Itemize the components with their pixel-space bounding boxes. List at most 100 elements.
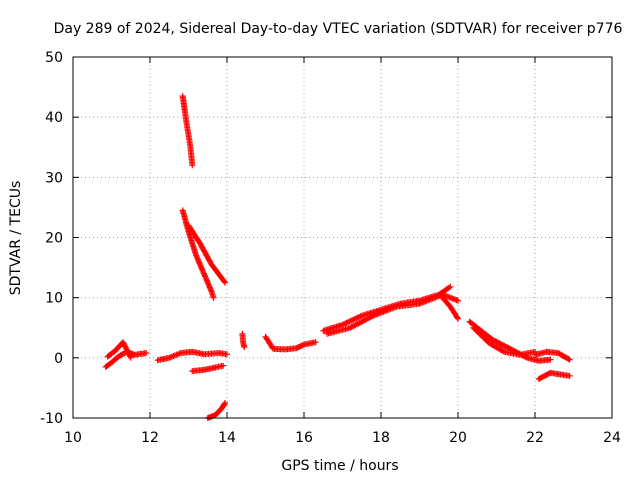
- data-point: [488, 341, 490, 344]
- data-point: [104, 366, 107, 368]
- y-tick-label: 50: [45, 50, 63, 66]
- data-point: [218, 352, 221, 354]
- data-point: [568, 375, 571, 377]
- series-arc-13: [439, 294, 461, 322]
- data-point: [538, 378, 540, 380]
- data-point: [156, 359, 159, 362]
- data-point: [545, 351, 548, 353]
- x-tick-label: 16: [295, 430, 313, 446]
- data-point: [224, 281, 226, 284]
- data-point: [480, 329, 482, 332]
- x-tick-label: 20: [449, 430, 467, 446]
- data-point: [210, 263, 213, 266]
- data-point: [214, 414, 217, 416]
- series-markers: [189, 362, 227, 375]
- data-point: [181, 95, 184, 97]
- y-axis-ticks: -10 0 10 20 30 40 50: [40, 50, 612, 427]
- data-point: [468, 320, 471, 323]
- data-point: [224, 402, 226, 404]
- data-point: [191, 351, 194, 353]
- data-point: [534, 354, 536, 356]
- series-markers: [179, 207, 217, 301]
- data-point: [203, 353, 205, 356]
- data-point: [180, 352, 182, 354]
- series-arc-5: [179, 93, 196, 169]
- data-point: [283, 348, 286, 351]
- chart-title: Day 289 of 2024, Sidereal Day-to-day VTE…: [54, 21, 623, 37]
- series-markers: [239, 330, 248, 350]
- series-arc-17: [535, 369, 573, 382]
- data-point: [326, 332, 328, 335]
- data-point: [191, 164, 194, 167]
- data-point: [441, 296, 444, 299]
- data-point: [118, 355, 120, 357]
- y-tick-label: -10: [40, 411, 63, 427]
- y-axis-label: SDTVAR / TECUs: [8, 181, 24, 296]
- data-point: [472, 326, 475, 329]
- data-point: [181, 209, 184, 212]
- x-axis-ticks: 10 12 14 16 18 20 22 24: [64, 57, 621, 446]
- x-tick-label: 22: [526, 430, 544, 446]
- data-point: [360, 314, 363, 317]
- series-arc-12: [324, 291, 461, 337]
- data-point: [395, 305, 398, 308]
- data-point: [322, 329, 325, 332]
- data-point: [203, 369, 205, 371]
- y-tick-label: 40: [45, 110, 63, 126]
- series-arc-3: [154, 348, 230, 364]
- data-point: [568, 358, 571, 361]
- series-arc-4: [189, 362, 227, 375]
- data-point: [114, 349, 117, 352]
- y-tick-label: 10: [45, 291, 63, 307]
- data-point: [457, 317, 459, 320]
- data-point: [549, 372, 552, 374]
- data-point: [538, 360, 540, 362]
- data-point: [557, 352, 559, 354]
- data-point: [549, 358, 552, 361]
- data-point: [185, 122, 188, 124]
- data-point: [243, 346, 246, 348]
- data-point: [503, 345, 506, 347]
- data-point: [264, 335, 267, 338]
- data-point: [110, 361, 113, 364]
- data-point: [314, 341, 317, 343]
- data-point: [303, 343, 305, 346]
- data-point: [226, 353, 228, 356]
- x-tick-label: 24: [603, 430, 621, 446]
- data-point: [241, 332, 244, 335]
- x-axis-label: GPS time / hours: [281, 458, 398, 474]
- series-markers: [179, 93, 196, 169]
- data-point: [214, 366, 217, 369]
- series-arc-16: [532, 348, 573, 363]
- data-point: [503, 351, 506, 353]
- plot-area: [102, 93, 573, 421]
- data-point: [457, 299, 459, 302]
- data-point: [526, 357, 529, 359]
- data-point: [210, 290, 213, 293]
- x-tick-label: 18: [372, 430, 390, 446]
- data-point: [168, 357, 171, 359]
- data-point: [561, 373, 563, 376]
- data-point: [189, 146, 192, 149]
- data-point: [449, 286, 452, 288]
- data-point: [145, 352, 147, 354]
- data-point: [222, 364, 224, 367]
- data-point: [418, 302, 421, 305]
- data-point: [203, 272, 205, 275]
- series-markers: [324, 291, 461, 337]
- series-arc-15: [470, 324, 538, 358]
- data-point: [341, 323, 344, 326]
- data-point: [187, 224, 190, 227]
- series-markers: [262, 333, 319, 353]
- series-markers: [466, 318, 554, 364]
- series-arc-7: [185, 222, 229, 286]
- x-tick-label: 12: [141, 430, 159, 446]
- data-point: [129, 357, 132, 359]
- series-arc-14: [466, 318, 554, 364]
- data-point: [349, 326, 352, 329]
- data-point: [295, 347, 298, 350]
- x-tick-label: 10: [64, 430, 82, 446]
- data-point: [191, 370, 194, 372]
- series-arc-2: [104, 339, 134, 361]
- x-tick-label: 14: [218, 430, 236, 446]
